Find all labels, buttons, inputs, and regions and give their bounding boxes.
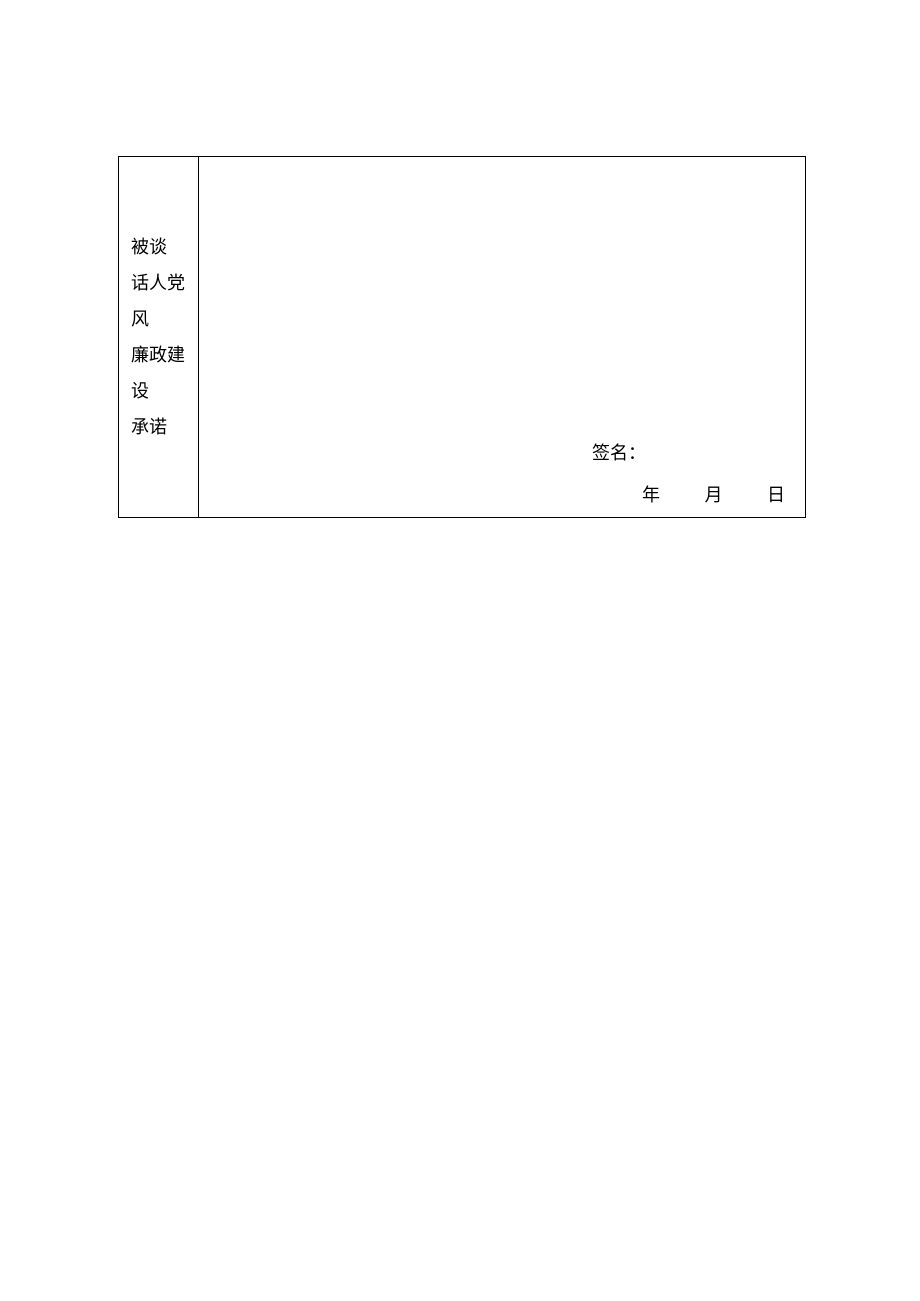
label-line-4: 承诺 — [131, 409, 186, 445]
date-day-label: 日 — [767, 481, 785, 507]
commitment-form-table: 被谈 话人党风 廉政建设 承诺 签名： 年 月 日 — [118, 156, 806, 518]
label-line-3: 廉政建设 — [131, 337, 186, 409]
label-line-2: 话人党风 — [131, 265, 186, 337]
date-year-label: 年 — [642, 481, 660, 507]
label-line-1: 被谈 — [131, 229, 186, 265]
signature-area: 签名： 年 月 日 — [592, 439, 785, 507]
date-month-label: 月 — [705, 481, 723, 507]
signature-label: 签名： — [592, 439, 785, 465]
date-line: 年 月 日 — [592, 481, 785, 507]
content-cell: 签名： 年 月 日 — [199, 157, 806, 518]
label-cell: 被谈 话人党风 廉政建设 承诺 — [119, 157, 199, 518]
